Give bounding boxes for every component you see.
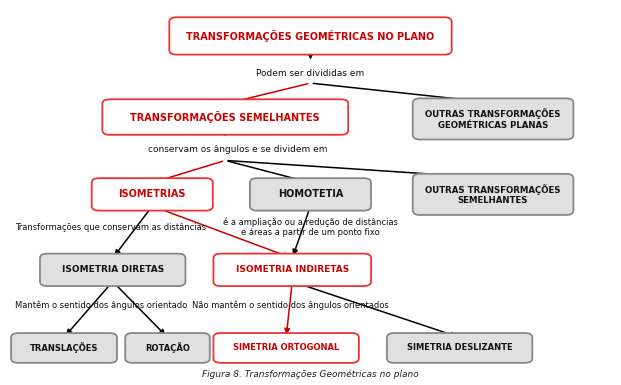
FancyBboxPatch shape bbox=[40, 254, 186, 286]
Text: SIMETRIA ORTOGONAL: SIMETRIA ORTOGONAL bbox=[233, 343, 339, 352]
Text: ISOMETRIAS: ISOMETRIAS bbox=[119, 189, 186, 199]
FancyBboxPatch shape bbox=[413, 174, 573, 215]
Text: Não mantêm o sentido dos ângulos orientados: Não mantêm o sentido dos ângulos orienta… bbox=[192, 301, 389, 310]
Text: HOMOTETIA: HOMOTETIA bbox=[278, 189, 343, 199]
Text: OUTRAS TRANSFORMAÇÕES
SEMELHANTES: OUTRAS TRANSFORMAÇÕES SEMELHANTES bbox=[425, 184, 561, 205]
Text: ISOMETRIA DIRETAS: ISOMETRIA DIRETAS bbox=[61, 265, 164, 275]
Text: TRANSLAÇÕES: TRANSLAÇÕES bbox=[30, 343, 98, 353]
FancyBboxPatch shape bbox=[214, 254, 371, 286]
Text: TRANSFORMAÇÕES SEMELHANTES: TRANSFORMAÇÕES SEMELHANTES bbox=[130, 111, 320, 123]
FancyBboxPatch shape bbox=[170, 17, 451, 55]
FancyBboxPatch shape bbox=[11, 333, 117, 363]
Text: ROTAÇÃO: ROTAÇÃO bbox=[145, 343, 190, 353]
FancyBboxPatch shape bbox=[250, 178, 371, 211]
FancyBboxPatch shape bbox=[387, 333, 532, 363]
FancyBboxPatch shape bbox=[125, 333, 210, 363]
FancyBboxPatch shape bbox=[214, 333, 359, 363]
Text: OUTRAS TRANSFORMAÇÕES
GEOMÉTRICAS PLANAS: OUTRAS TRANSFORMAÇÕES GEOMÉTRICAS PLANAS bbox=[425, 108, 561, 130]
Text: conservam os ângulos e se dividem em: conservam os ângulos e se dividem em bbox=[148, 145, 327, 154]
Text: Figura 8. Transformações Geométricas no plano: Figura 8. Transformações Geométricas no … bbox=[202, 370, 419, 379]
FancyBboxPatch shape bbox=[102, 99, 348, 135]
Text: SIMETRIA DESLIZANTE: SIMETRIA DESLIZANTE bbox=[407, 343, 512, 352]
Text: ISOMETRIA INDIRETAS: ISOMETRIA INDIRETAS bbox=[235, 265, 349, 275]
Text: Transformações que conservam as distâncias: Transformações que conservam as distânci… bbox=[16, 223, 206, 232]
Text: é a ampliação ou a redução de distâncias
e áreas a partir de um ponto fixo: é a ampliação ou a redução de distâncias… bbox=[223, 217, 398, 237]
Text: Mantêm o sentido dos ângulos orientado: Mantêm o sentido dos ângulos orientado bbox=[16, 301, 188, 310]
Text: Podem ser divididas em: Podem ser divididas em bbox=[256, 69, 365, 78]
Text: TRANSFORMAÇÕES GEOMÉTRICAS NO PLANO: TRANSFORMAÇÕES GEOMÉTRICAS NO PLANO bbox=[186, 30, 435, 42]
FancyBboxPatch shape bbox=[92, 178, 213, 211]
FancyBboxPatch shape bbox=[413, 98, 573, 139]
